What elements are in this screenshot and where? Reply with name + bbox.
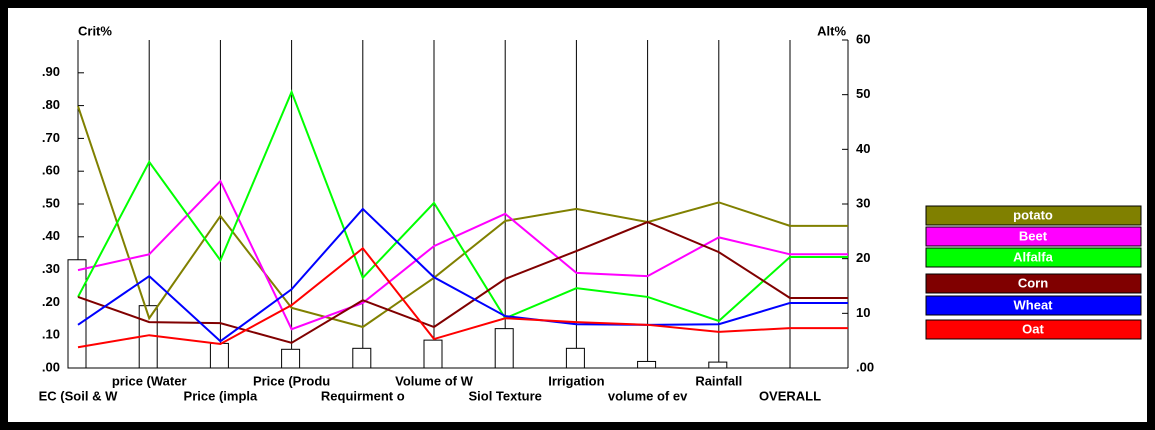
series-line	[77, 246, 791, 349]
series-line	[77, 207, 791, 343]
y2-tick-label: 30	[856, 195, 870, 210]
legend-swatch	[925, 247, 1142, 268]
legend-swatch	[925, 319, 1142, 340]
legend-swatch	[925, 295, 1142, 316]
series-line	[77, 179, 791, 331]
legend-swatch	[925, 226, 1142, 247]
y2-axis-label: Alt%	[817, 23, 846, 38]
y-axis-label: Crit%	[78, 23, 112, 38]
y2-tick-label: 10	[856, 305, 870, 320]
x-tick-label: Siol Texture	[468, 388, 541, 403]
criteria-bar	[565, 347, 585, 369]
y-tick-label: .60	[42, 163, 60, 178]
x-tick-label: price (Water	[112, 373, 187, 388]
x-tick-label: Requirment o	[321, 388, 405, 403]
criteria-bar	[209, 342, 229, 369]
series-line	[77, 220, 791, 344]
x-tick-label: Price (Produ	[253, 373, 330, 388]
criteria-bar	[637, 360, 657, 369]
legend-swatch	[925, 273, 1142, 294]
y-tick-label: .80	[42, 97, 60, 112]
y-tick-label: .20	[42, 294, 60, 309]
criteria-bar	[281, 348, 301, 369]
criteria-bar	[67, 259, 87, 369]
criteria-bar	[352, 347, 372, 369]
y-tick-label: .00	[42, 359, 60, 374]
x-tick-label: volume of ev	[608, 388, 688, 403]
y2-tick-label: 20	[856, 250, 870, 265]
x-tick-label: Volume of W	[395, 373, 473, 388]
criteria-bar	[708, 361, 728, 369]
legend-label: Wheat	[1014, 297, 1054, 312]
x-tick-label: Irrigation	[548, 373, 604, 388]
legend-label: Beet	[1019, 228, 1048, 243]
legend-label: Alfalfa	[1013, 249, 1054, 264]
series-line	[77, 89, 791, 323]
y2-tick-label: 40	[856, 141, 870, 156]
legend-label: potato	[1013, 207, 1053, 222]
criteria-bar	[423, 339, 443, 369]
x-tick-label: EC (Soil & W	[39, 388, 118, 403]
criteria-bar	[494, 328, 514, 369]
legend-label: Oat	[1022, 321, 1044, 336]
legend-label: Corn	[1018, 275, 1048, 290]
y-tick-label: .30	[42, 261, 60, 276]
x-tick-label: Price (impla	[184, 388, 258, 403]
y2-tick-label: 60	[856, 31, 870, 46]
legend-swatch	[925, 205, 1142, 226]
y-tick-label: .50	[42, 195, 60, 210]
y-tick-label: .10	[42, 327, 60, 342]
x-tick-label: Rainfall	[695, 373, 742, 388]
y-tick-label: .70	[42, 130, 60, 145]
y2-tick-label: 50	[856, 86, 870, 101]
x-tick-label: OVERALL	[759, 388, 821, 403]
y-tick-label: .40	[42, 228, 60, 243]
y-tick-label: .90	[42, 64, 60, 79]
y2-tick-label: .00	[856, 359, 874, 374]
